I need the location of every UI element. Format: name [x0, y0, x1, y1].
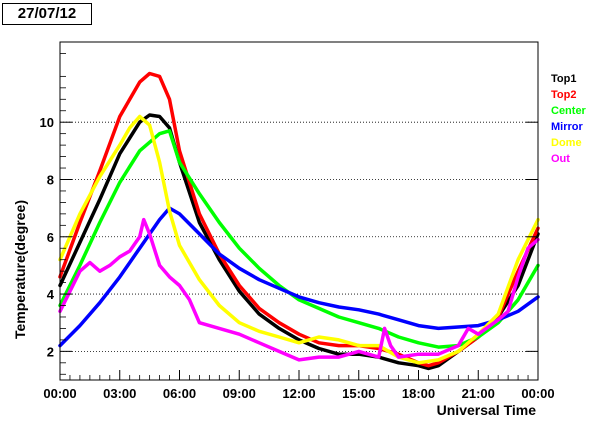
- legend-label-top1: Top1: [551, 73, 576, 85]
- legend-label-dome: Dome: [551, 137, 582, 149]
- series-line-top2: [58, 71, 540, 368]
- x-axis-title: Universal Time: [437, 402, 537, 418]
- y-tick-label: 4: [47, 287, 55, 302]
- y-tick-label: 10: [40, 115, 54, 130]
- chart-gridlines: [60, 121, 538, 352]
- y-tick-label: 2: [47, 344, 54, 359]
- x-tick-label: 15:00: [342, 386, 375, 401]
- y-tick-label: 8: [47, 172, 54, 187]
- legend-label-out: Out: [551, 153, 570, 165]
- date-label: 27/07/12: [2, 3, 92, 25]
- chart-legend: Top1 Top2 Center Mirror Dome Out: [551, 73, 587, 165]
- series-line-mirror: [58, 206, 540, 348]
- x-tick-label: 09:00: [223, 386, 256, 401]
- x-tick-label: 12:00: [282, 386, 315, 401]
- x-tick-label: 06:00: [163, 386, 196, 401]
- x-tick-label: 21:00: [462, 386, 495, 401]
- x-tick-label: 00:00: [521, 386, 554, 401]
- y-axis-title: Temperature(degree): [12, 200, 28, 339]
- chart-series: [58, 71, 540, 371]
- y-tick-label: 6: [47, 230, 54, 245]
- series-line-dome: [58, 114, 540, 365]
- x-tick-label: 18:00: [402, 386, 435, 401]
- series-line-center: [58, 129, 540, 349]
- legend-label-top2: Top2: [551, 89, 576, 101]
- x-tick-label: 03:00: [103, 386, 136, 401]
- chart-axes: 2 4 6 8 10 00:00 03:00 06:00 09:00 12:00 15:00 18:0…: [40, 53, 555, 401]
- legend-label-center: Center: [551, 105, 587, 117]
- x-tick-label: 00:00: [43, 386, 76, 401]
- series-line-out: [58, 217, 540, 362]
- legend-label-mirror: Mirror: [551, 121, 584, 133]
